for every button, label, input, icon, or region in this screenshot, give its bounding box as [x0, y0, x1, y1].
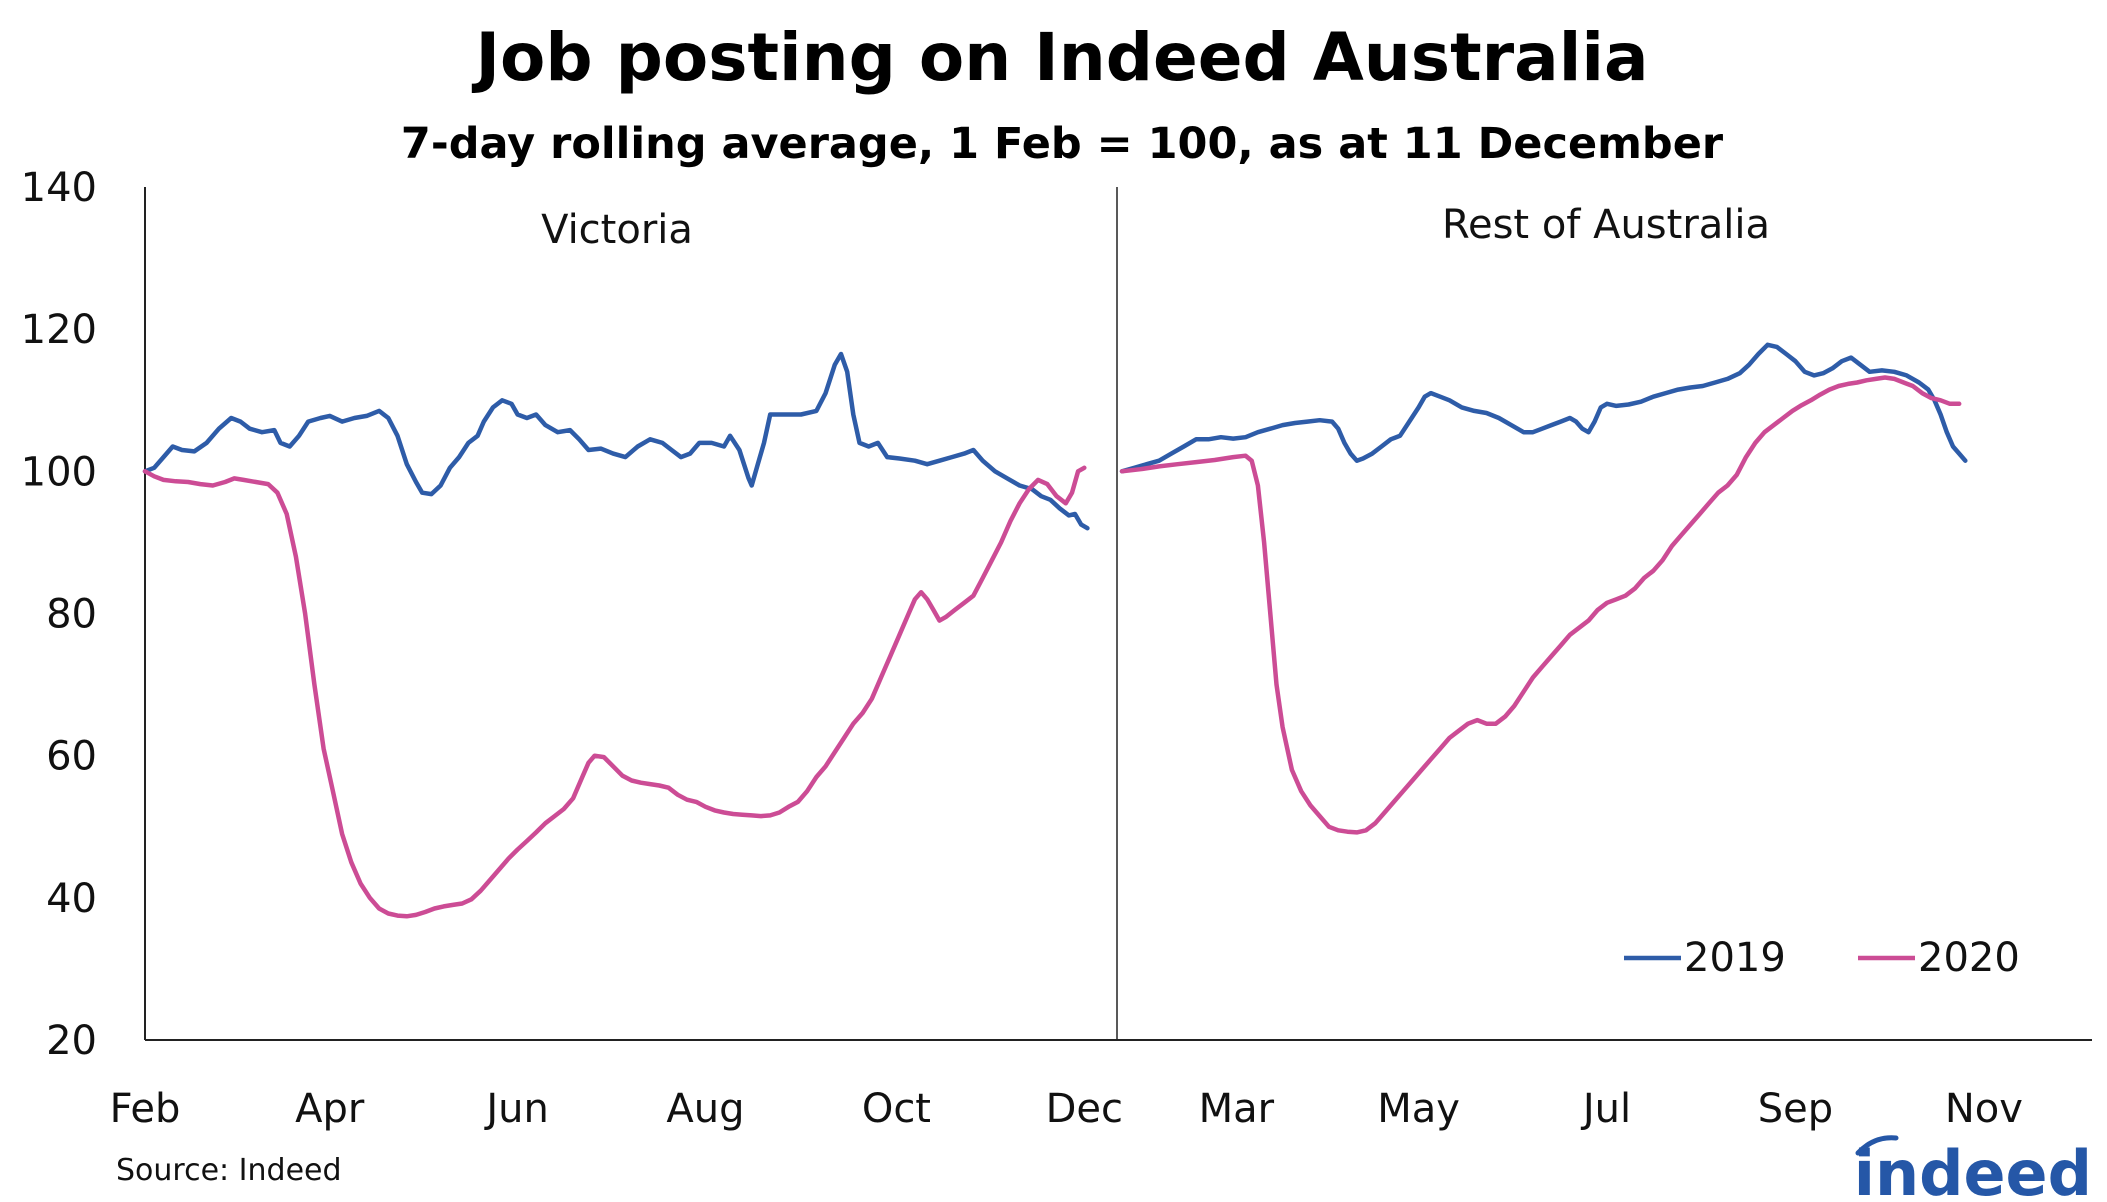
chart-title: Job posting on Indeed Australia: [472, 19, 1649, 96]
series-layer: [142, 342, 1968, 919]
x-tick-label-oct: Oct: [862, 1086, 931, 1132]
legend: 2019 2020: [1624, 935, 2020, 981]
x-tick-label-mar: Mar: [1199, 1086, 1275, 1132]
y-tick-label-140: 140: [21, 165, 97, 211]
x-axis: Feb Apr Jun Aug Oct Dec Mar May Jul Sep Nov: [110, 1086, 2023, 1132]
indeed-wordmark: indeed: [1854, 1137, 2092, 1202]
y-tick-label-60: 60: [46, 734, 97, 780]
y-axis: 20 40 60 80 100 120 140: [21, 165, 97, 1064]
legend-label-2019: 2019: [1684, 935, 1786, 981]
x-tick-label-apr: Apr: [295, 1086, 365, 1132]
series-line-rest-of-australia-2020: [1119, 375, 1962, 835]
y-tick-label-80: 80: [46, 592, 97, 638]
indeed-arc-icon: [1855, 1135, 1899, 1156]
source-note: Source: Indeed: [116, 1153, 342, 1188]
x-tick-label-feb: Feb: [110, 1086, 181, 1132]
series-line-victoria-2020: [142, 465, 1087, 919]
y-tick-label-40: 40: [46, 876, 97, 922]
x-tick-label-sep: Sep: [1758, 1086, 1833, 1132]
series-line-rest-of-australia-2019: [1119, 342, 1968, 474]
indeed-logo: indeed: [1854, 1135, 2092, 1202]
series-line-victoria-2019: [142, 351, 1090, 531]
x-tick-label-nov: Nov: [1945, 1086, 2023, 1132]
chart-subtitle: 7-day rolling average, 1 Feb = 100, as a…: [401, 119, 1724, 169]
panel-label-victoria: Victoria: [541, 207, 693, 253]
panel-label-rest-of-australia: Rest of Australia: [1442, 202, 1770, 248]
x-tick-label-may: May: [1377, 1086, 1460, 1132]
y-tick-label-100: 100: [21, 449, 97, 495]
x-tick-label-jun: Jun: [483, 1086, 549, 1132]
x-tick-label-jul: Jul: [1580, 1086, 1631, 1132]
x-tick-label-dec: Dec: [1046, 1086, 1123, 1132]
x-tick-label-aug: Aug: [666, 1086, 744, 1132]
legend-label-2020: 2020: [1918, 935, 2020, 981]
y-tick-label-20: 20: [46, 1018, 97, 1064]
y-tick-label-120: 120: [21, 307, 97, 353]
